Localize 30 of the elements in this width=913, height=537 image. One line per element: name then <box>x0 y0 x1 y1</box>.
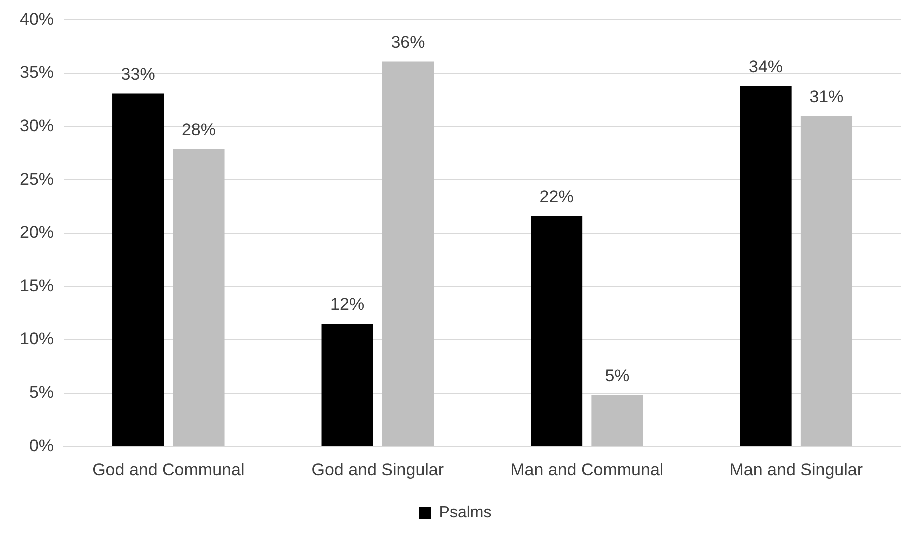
data-label: 12% <box>330 295 365 314</box>
bar <box>800 116 853 446</box>
y-tick-label: 30% <box>20 116 54 136</box>
x-tick-label: Man and Communal <box>510 460 664 480</box>
x-tick-label: God and Singular <box>312 460 444 480</box>
x-tick-label: God and Communal <box>92 460 245 480</box>
data-label: 28% <box>182 120 216 140</box>
bar <box>382 62 434 446</box>
y-tick-label: 20% <box>20 223 54 242</box>
data-label: 36% <box>391 32 426 52</box>
bar <box>531 216 583 446</box>
y-tick-label: 10% <box>20 330 54 349</box>
y-tick-label: 0% <box>29 436 54 456</box>
y-tick-label: 15% <box>20 276 54 296</box>
y-tick-label: 40% <box>20 10 54 29</box>
y-tick-label: 35% <box>20 63 54 82</box>
y-tick-label: 25% <box>20 170 54 189</box>
data-label: 31% <box>810 87 844 106</box>
bar <box>322 324 374 446</box>
bar <box>592 395 644 446</box>
data-label: 5% <box>605 366 630 386</box>
bar <box>112 94 164 446</box>
data-label: 22% <box>540 188 574 207</box>
data-label: 34% <box>749 57 784 76</box>
legend-label: Psalms <box>439 504 492 522</box>
data-label: 33% <box>121 64 156 84</box>
bar <box>173 149 225 446</box>
y-tick-label: 5% <box>29 382 54 402</box>
x-tick-label: Man and Singular <box>730 460 864 480</box>
bar <box>740 86 792 446</box>
